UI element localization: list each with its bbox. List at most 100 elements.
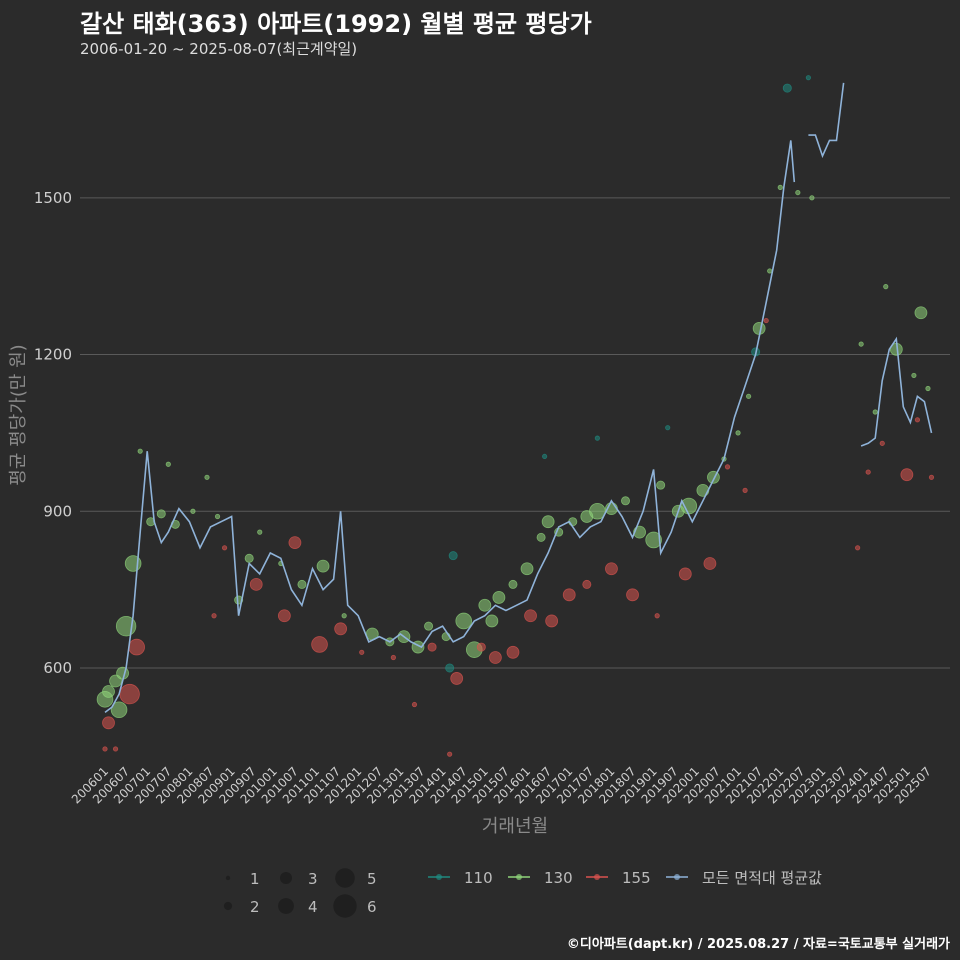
average-line xyxy=(104,82,933,714)
point-130 xyxy=(424,621,434,631)
legend: 1 2 3 4 5 6 110 130 155 모든 면적대 평균값 xyxy=(223,868,822,918)
point-130 xyxy=(872,409,878,415)
size-legend-label: 1 xyxy=(250,870,260,888)
point-155 xyxy=(411,701,418,708)
point-110 xyxy=(445,663,455,673)
point-155 xyxy=(654,613,660,619)
point-110 xyxy=(805,75,811,81)
size-legend-circle xyxy=(278,898,294,914)
source-credit: ©디아파트(dapt.kr) / 2025.08.27 / 자료=국토교통부 실… xyxy=(566,937,950,952)
point-130 xyxy=(883,284,889,290)
point-155 xyxy=(112,746,119,752)
point-130 xyxy=(116,666,129,680)
point-155 xyxy=(865,469,871,475)
size-legend-label: 5 xyxy=(367,870,377,888)
point-130 xyxy=(752,322,766,335)
point-155 xyxy=(703,557,717,570)
point-110 xyxy=(542,453,548,460)
point-155 xyxy=(678,567,692,581)
point-130 xyxy=(165,461,171,467)
point-155 xyxy=(626,588,639,602)
point-130 xyxy=(297,579,307,589)
point-130 xyxy=(492,591,506,604)
point-155 xyxy=(900,468,914,482)
point-155 xyxy=(879,440,885,446)
size-legend-label: 3 xyxy=(308,870,318,888)
point-130 xyxy=(137,448,143,454)
y-tick-label: 900 xyxy=(43,502,72,520)
color-legend-dot xyxy=(674,874,680,880)
color-legend-label: 155 xyxy=(622,869,651,887)
point-155 xyxy=(102,746,108,752)
x-tick-labels: 2006012006072007012007072008012008072009… xyxy=(69,764,934,806)
color-legend-label: 모든 면적대 평균값 xyxy=(702,869,822,887)
point-130 xyxy=(257,529,263,535)
point-130 xyxy=(536,532,546,542)
size-legend-circle xyxy=(280,872,292,884)
point-155 xyxy=(450,672,464,685)
point-110 xyxy=(665,425,671,431)
point-155 xyxy=(724,464,731,470)
point-130 xyxy=(214,513,221,520)
point-130 xyxy=(541,515,555,529)
point-130 xyxy=(102,685,115,698)
data-points xyxy=(96,75,935,757)
point-130 xyxy=(767,268,773,274)
size-legend-circle xyxy=(223,901,233,911)
point-155 xyxy=(447,751,453,757)
average-line-segment xyxy=(104,140,796,714)
y-tick-labels: 600 900 1200 1500 xyxy=(34,189,72,677)
point-155 xyxy=(427,642,437,652)
point-130 xyxy=(911,372,917,379)
point-155 xyxy=(359,649,365,655)
y-axis-title: 평균 평당가(만 원) xyxy=(8,344,29,485)
point-110 xyxy=(782,83,792,93)
point-130 xyxy=(156,509,166,519)
chart-subtitle: 2006-01-20 ~ 2025-08-07(최근계약일) xyxy=(80,40,358,58)
point-130 xyxy=(914,306,928,320)
point-130 xyxy=(925,385,931,392)
point-110 xyxy=(594,435,600,441)
point-155 xyxy=(277,609,291,623)
color-legend-dot xyxy=(516,874,522,880)
point-130 xyxy=(341,613,347,619)
point-155 xyxy=(914,417,921,423)
point-130 xyxy=(110,701,128,719)
size-legend-circle xyxy=(333,894,357,918)
point-155 xyxy=(102,716,115,730)
point-155 xyxy=(605,562,618,576)
size-legend-circle xyxy=(225,875,231,881)
y-tick-label: 1200 xyxy=(34,346,72,364)
point-155 xyxy=(763,317,769,324)
point-155 xyxy=(545,614,559,628)
point-155 xyxy=(488,651,502,664)
point-155 xyxy=(855,545,861,551)
size-legend-label: 6 xyxy=(367,898,377,916)
point-110 xyxy=(448,551,458,561)
point-155 xyxy=(119,683,140,705)
point-130 xyxy=(645,531,662,549)
y-tick-label: 1500 xyxy=(34,189,72,207)
size-legend-circle xyxy=(335,868,355,888)
point-130 xyxy=(809,195,815,201)
point-130 xyxy=(508,579,518,589)
point-130 xyxy=(478,598,492,612)
color-legend-dot xyxy=(436,874,442,880)
point-130 xyxy=(455,612,473,630)
point-130 xyxy=(316,559,330,573)
point-130 xyxy=(696,483,710,497)
average-line-segment xyxy=(808,82,845,159)
point-155 xyxy=(249,577,263,591)
point-130 xyxy=(735,430,741,436)
point-155 xyxy=(334,622,348,636)
average-line-segment xyxy=(860,336,933,447)
point-155 xyxy=(311,636,328,653)
point-130 xyxy=(680,497,698,515)
color-legend-label: 130 xyxy=(544,869,573,887)
chart-title: 갈산 태화(363) 아파트(1992) 월별 평균 평당가 xyxy=(80,10,592,38)
point-155 xyxy=(506,645,520,659)
point-130 xyxy=(520,562,534,576)
point-130 xyxy=(795,189,801,196)
point-155 xyxy=(742,487,748,493)
